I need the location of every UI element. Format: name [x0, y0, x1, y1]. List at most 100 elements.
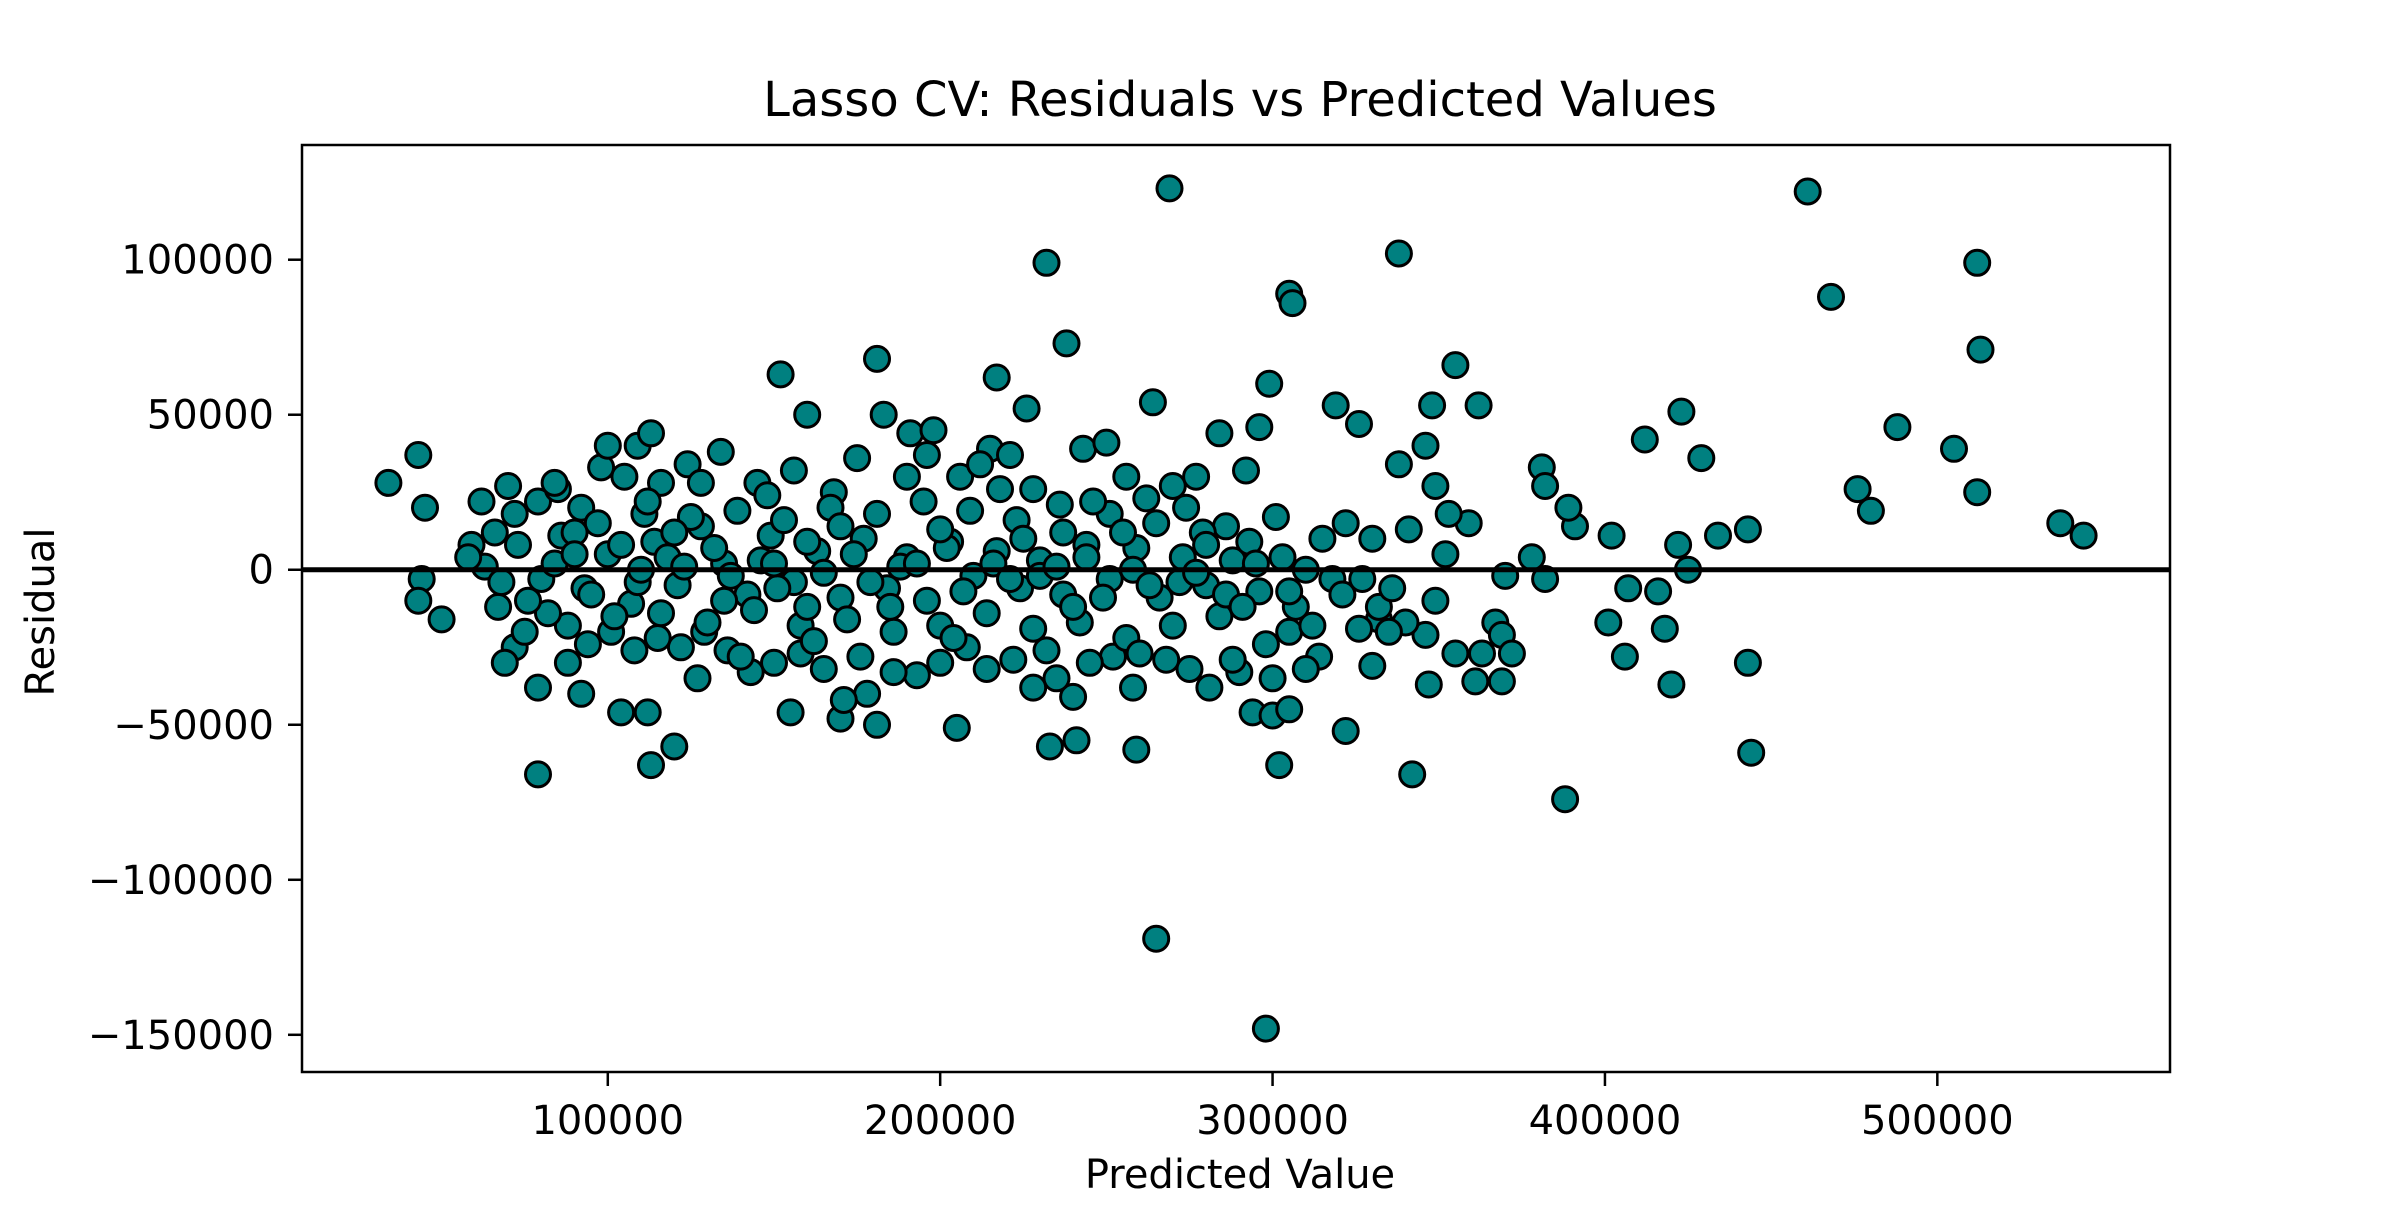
data-point [912, 441, 941, 469]
data-point [1192, 530, 1221, 559]
data-point [524, 487, 552, 516]
data-point [892, 462, 921, 491]
data-point [1461, 667, 1490, 696]
data-point [666, 633, 695, 662]
data-point [942, 713, 971, 742]
data-point [1142, 509, 1171, 538]
data-point [1182, 558, 1211, 587]
data-point [1394, 515, 1423, 544]
data-point [693, 608, 722, 637]
data-point [404, 441, 433, 469]
data-point [829, 686, 858, 714]
data-point [1345, 410, 1373, 438]
data-point [1421, 586, 1450, 615]
data-point [1398, 760, 1427, 789]
y-tick-label: −100000 [88, 858, 274, 904]
data-point [1251, 1014, 1280, 1043]
data-point [1261, 503, 1290, 531]
data-point [1275, 577, 1304, 606]
data-point [1610, 642, 1639, 671]
x-tick-label: 300000 [1196, 1098, 1349, 1144]
data-point [683, 664, 712, 693]
data-point [902, 549, 931, 578]
data-point [753, 481, 782, 510]
data-point [1019, 614, 1048, 643]
data-point [1378, 574, 1407, 603]
x-tick-label: 500000 [1861, 1098, 2014, 1144]
data-point [809, 558, 838, 587]
data-point [1291, 655, 1320, 683]
data-point [919, 416, 948, 445]
data-point [454, 543, 483, 572]
data-point [1275, 695, 1304, 724]
data-point [1072, 543, 1101, 572]
data-point [1158, 472, 1187, 500]
data-point [956, 496, 985, 525]
data-point [490, 648, 519, 677]
data-point [1255, 369, 1284, 398]
data-point [1468, 639, 1496, 668]
data-point [726, 642, 755, 671]
data-point [633, 698, 662, 727]
data-point [740, 596, 768, 625]
data-point [487, 568, 516, 597]
data-point [1418, 391, 1447, 420]
data-point [912, 586, 941, 615]
data-point [843, 444, 872, 473]
data-point [946, 462, 975, 491]
data-point [863, 344, 891, 373]
data-point [1411, 431, 1440, 460]
data-point [610, 462, 639, 491]
plot-frame [300, 143, 2172, 1074]
data-point [949, 577, 978, 606]
data-point [577, 580, 606, 609]
data-point [500, 499, 529, 528]
data-point [996, 441, 1024, 469]
data-point [1497, 639, 1526, 668]
data-point [1614, 574, 1643, 603]
data-point [553, 611, 582, 640]
data-point [1597, 521, 1626, 550]
chart-title: Lasso CV: Residuals vs Predicted Values [763, 72, 1717, 128]
data-point [879, 617, 908, 646]
data-point [1531, 565, 1560, 593]
data-point [1012, 394, 1041, 423]
data-point [1704, 521, 1732, 550]
data-point [404, 586, 433, 615]
data-point [673, 450, 702, 479]
data-point [540, 468, 569, 497]
data-point [1464, 391, 1493, 420]
data-point [716, 561, 745, 590]
data-point [1328, 580, 1357, 609]
data-point [1630, 425, 1659, 454]
data-point [982, 363, 1011, 392]
data-point [1321, 391, 1350, 420]
data-point [1142, 924, 1171, 953]
data-point [1374, 617, 1403, 646]
data-point [1594, 608, 1623, 637]
data-point [999, 645, 1028, 674]
x-tick-label: 400000 [1529, 1098, 1682, 1144]
data-point [607, 530, 636, 559]
data-point [853, 679, 882, 708]
data-point [1155, 174, 1184, 203]
data-point [1883, 413, 1912, 442]
points-layer [374, 174, 2098, 1043]
data-point [686, 468, 715, 497]
data-point [1218, 645, 1247, 674]
data-point [799, 627, 828, 656]
data-point [1644, 577, 1673, 606]
data-point [620, 636, 649, 665]
data-point [863, 499, 891, 528]
data-point [1554, 493, 1583, 522]
data-point [1205, 419, 1234, 448]
data-point [1112, 462, 1141, 491]
data-point [909, 487, 938, 516]
data-point [710, 586, 739, 615]
data-point [1308, 524, 1337, 553]
data-point [1331, 509, 1360, 538]
data-point [1132, 484, 1161, 513]
data-point [1733, 515, 1762, 544]
y-tick-label: −50000 [113, 703, 274, 749]
